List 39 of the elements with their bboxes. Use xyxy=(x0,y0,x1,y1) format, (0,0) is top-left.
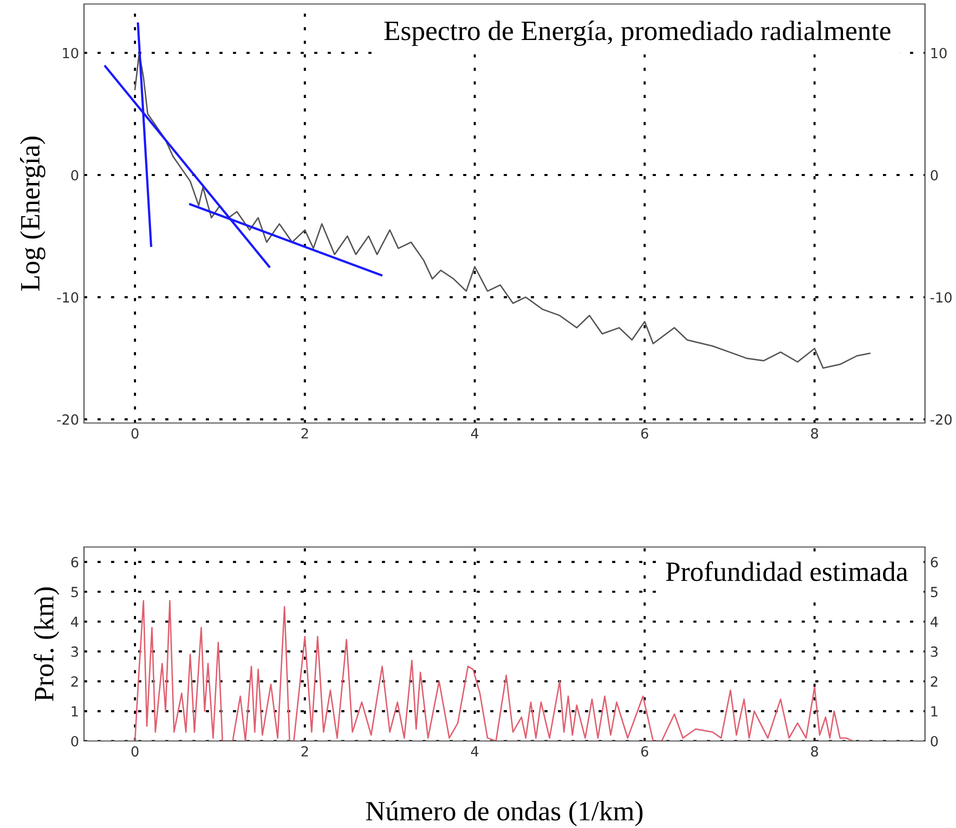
x-tick-label: 8 xyxy=(811,746,818,757)
x-tick-label: 2 xyxy=(301,428,308,438)
y-tick-label: 5 xyxy=(71,586,78,598)
x-tick-label: 2 xyxy=(301,746,308,756)
y2-tick-label: 0 xyxy=(930,170,938,180)
y-axis-title: Log (Energía) xyxy=(20,136,46,291)
y-tick-label: 1 xyxy=(72,706,78,716)
x-tick-label: 0 xyxy=(131,746,138,757)
y2-tick-label: 2 xyxy=(930,676,938,687)
text: Espectro de Energía, promediado radialmente xyxy=(384,20,890,46)
y-tick-label: 4 xyxy=(70,616,78,627)
y-axis-title: Prof. (km) xyxy=(34,587,60,702)
y2-tick-label: 4 xyxy=(930,616,938,627)
line-series xyxy=(134,52,870,369)
chart-title: Profundidad estimada xyxy=(666,561,908,582)
y2-tick-label: 6 xyxy=(930,556,938,568)
y-tick-label: 0 xyxy=(71,736,78,746)
y-tick-label: 6 xyxy=(71,556,78,568)
y2-tick-label: 10 xyxy=(931,48,947,58)
y2-tick-label: 3 xyxy=(930,646,938,657)
y-tick-label: -20 xyxy=(57,414,78,425)
y-tick-label: 0 xyxy=(71,170,78,180)
y2-tick-label: -20 xyxy=(930,414,952,425)
y-tick-label: 2 xyxy=(71,676,78,687)
y-tick-label: 10 xyxy=(62,48,78,58)
y2-tick-label: -10 xyxy=(930,292,952,303)
x-tick-label: 4 xyxy=(471,746,478,756)
y-tick-label: -10 xyxy=(57,292,78,303)
y2-tick-label: 0 xyxy=(930,736,938,746)
y-tick-label: 3 xyxy=(71,646,78,657)
x-tick-label: 0 xyxy=(131,428,138,439)
line-series xyxy=(134,600,854,741)
x-axis-title: Número de ondas (1/km) xyxy=(366,800,643,826)
x-tick-label: 4 xyxy=(471,428,478,438)
x-tick-label: 6 xyxy=(641,746,648,757)
x-tick-label: 6 xyxy=(641,428,648,439)
y2-tick-label: 5 xyxy=(930,586,938,598)
x-tick-label: 8 xyxy=(811,428,818,439)
y2-tick-label: 1 xyxy=(931,706,938,716)
